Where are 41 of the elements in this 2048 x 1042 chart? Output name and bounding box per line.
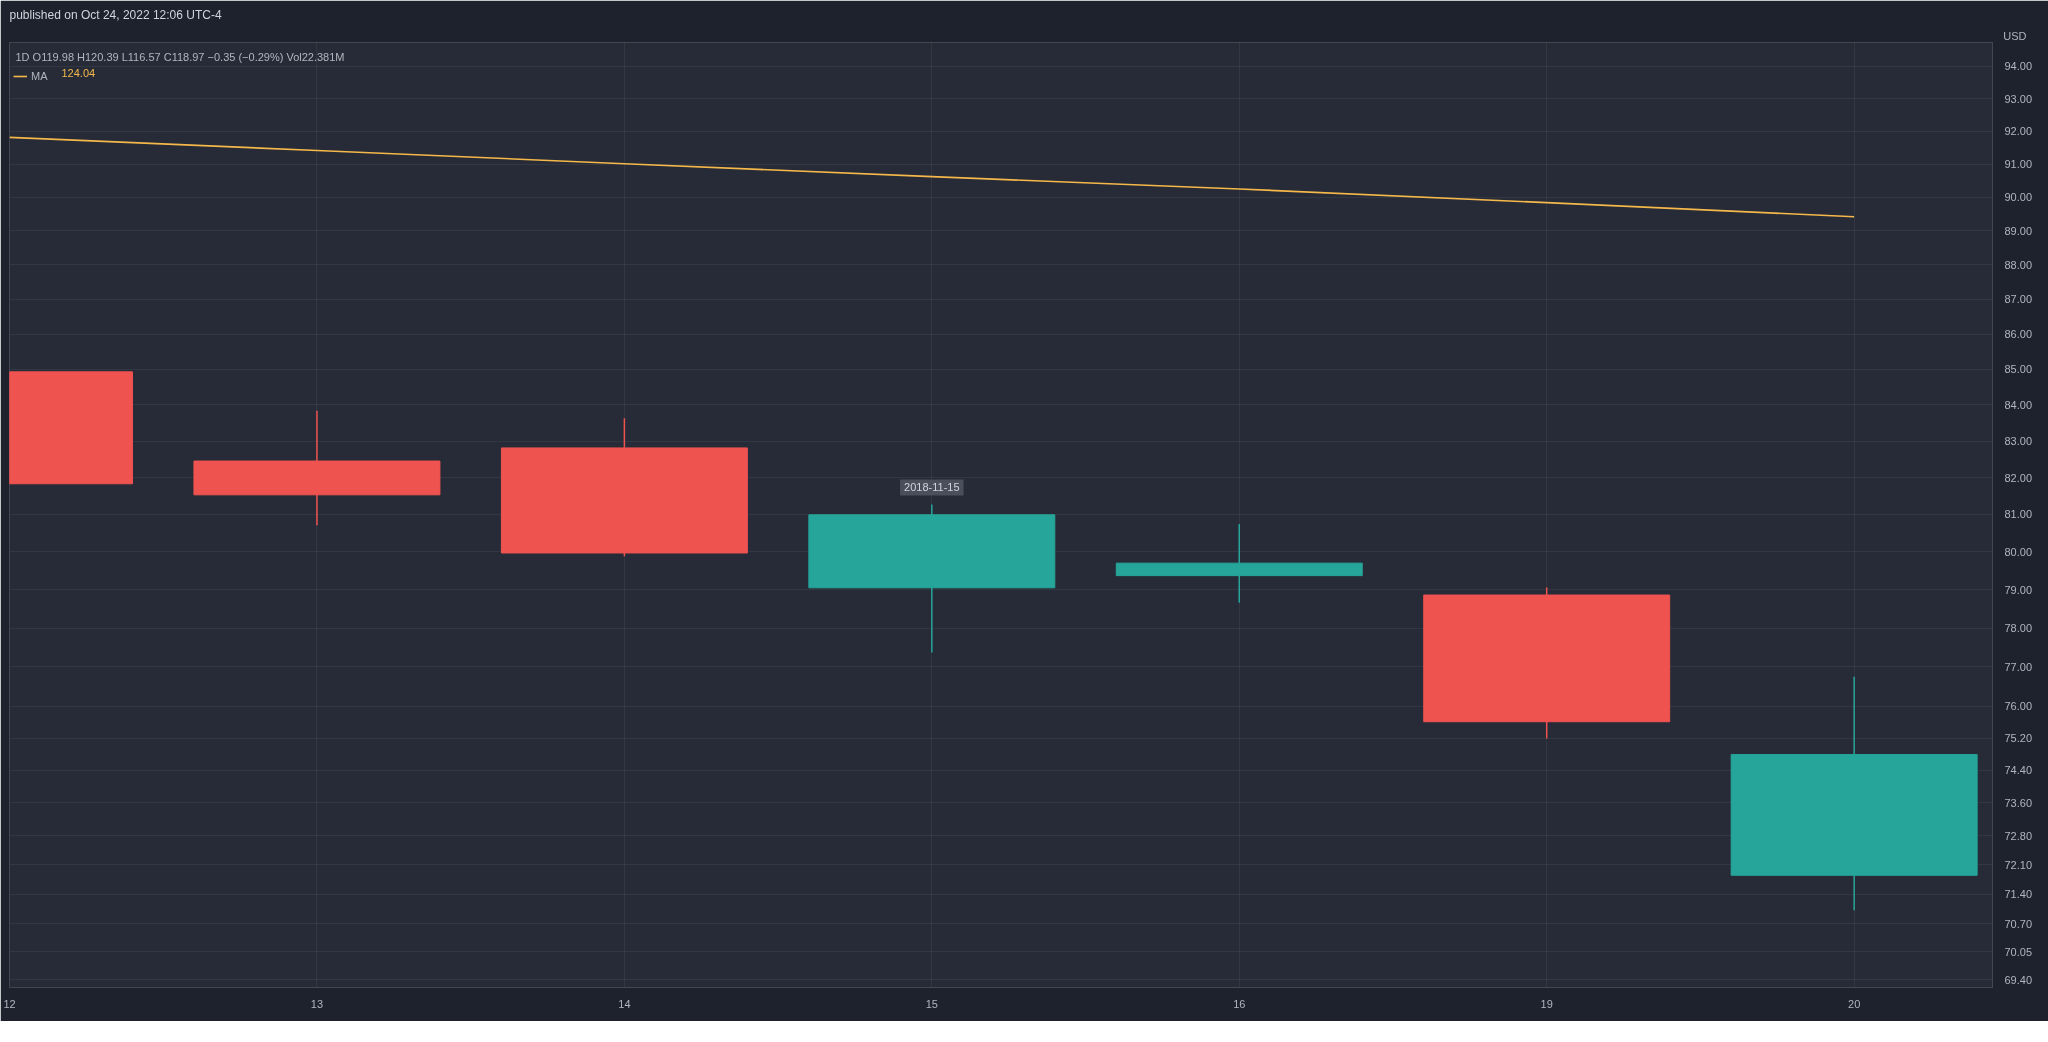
y-tick-label: 83.00 (2004, 435, 2033, 448)
y-tick-label: 77.00 (2004, 660, 2033, 673)
y-tick-label: 88.00 (2004, 258, 2033, 271)
y-tick-label: 70.05 (2004, 945, 2033, 958)
y-tick-label: 70.70 (2004, 917, 2033, 930)
y-tick-label: 94.00 (2004, 60, 2033, 73)
y-tick-label: 82.00 (2004, 471, 2033, 484)
y-tick-label: 72.80 (2004, 829, 2033, 842)
y-tick-label: 79.00 (2004, 583, 2033, 596)
annotation: 124.04 (61, 66, 96, 79)
y-axis-title: USD (2003, 29, 2027, 42)
x-tick-label: 16 (1233, 997, 1246, 1010)
y-tick-label: 72.10 (2004, 858, 2033, 871)
legend-label: MA (31, 70, 49, 82)
y-tick-label: 81.00 (2004, 508, 2033, 521)
x-tick-label: 12 (3, 997, 16, 1010)
x-tick-label: 19 (1540, 997, 1553, 1010)
text: 1D O119.98 H120.39 L116.57 C118.97 −0.35 (−0.29%) Vol22.381M (15, 50, 345, 63)
x-tick-label: 20 (1848, 997, 1861, 1010)
y-tick-label: 75.20 (2004, 732, 2033, 745)
y-tick-label: 73.60 (2004, 796, 2033, 809)
y-tick-label: 87.00 (2004, 293, 2033, 306)
y-tick-label: 76.00 (2004, 700, 2033, 713)
y-tick-label: 74.40 (2004, 764, 2033, 777)
y-tick-label: 78.00 (2004, 622, 2033, 635)
annotation: 2018-11-15 (904, 481, 960, 494)
y-tick-label: 84.00 (2004, 398, 2033, 411)
x-tick-label: 15 (925, 997, 938, 1010)
y-tick-label: 93.00 (2004, 92, 2033, 105)
y-tick-label: 80.00 (2004, 545, 2033, 558)
x-tick-label: 14 (618, 997, 631, 1010)
x-tick-label: 13 (310, 997, 324, 1010)
y-tick-label: 89.00 (2004, 224, 2033, 237)
y-tick-label: 90.00 (2004, 191, 2033, 204)
y-tick-label: 86.00 (2004, 328, 2033, 341)
y-tick-label: 71.40 (2004, 888, 2033, 901)
y-tick-label: 85.00 (2004, 363, 2033, 376)
y-tick-label: 91.00 (2004, 158, 2033, 171)
y-tick-label: 92.00 (2004, 125, 2033, 138)
y-tick-label: 69.40 (2004, 973, 2033, 986)
chart-title: published on Oct 24, 2022 12:06 UTC-4 (9, 7, 222, 22)
